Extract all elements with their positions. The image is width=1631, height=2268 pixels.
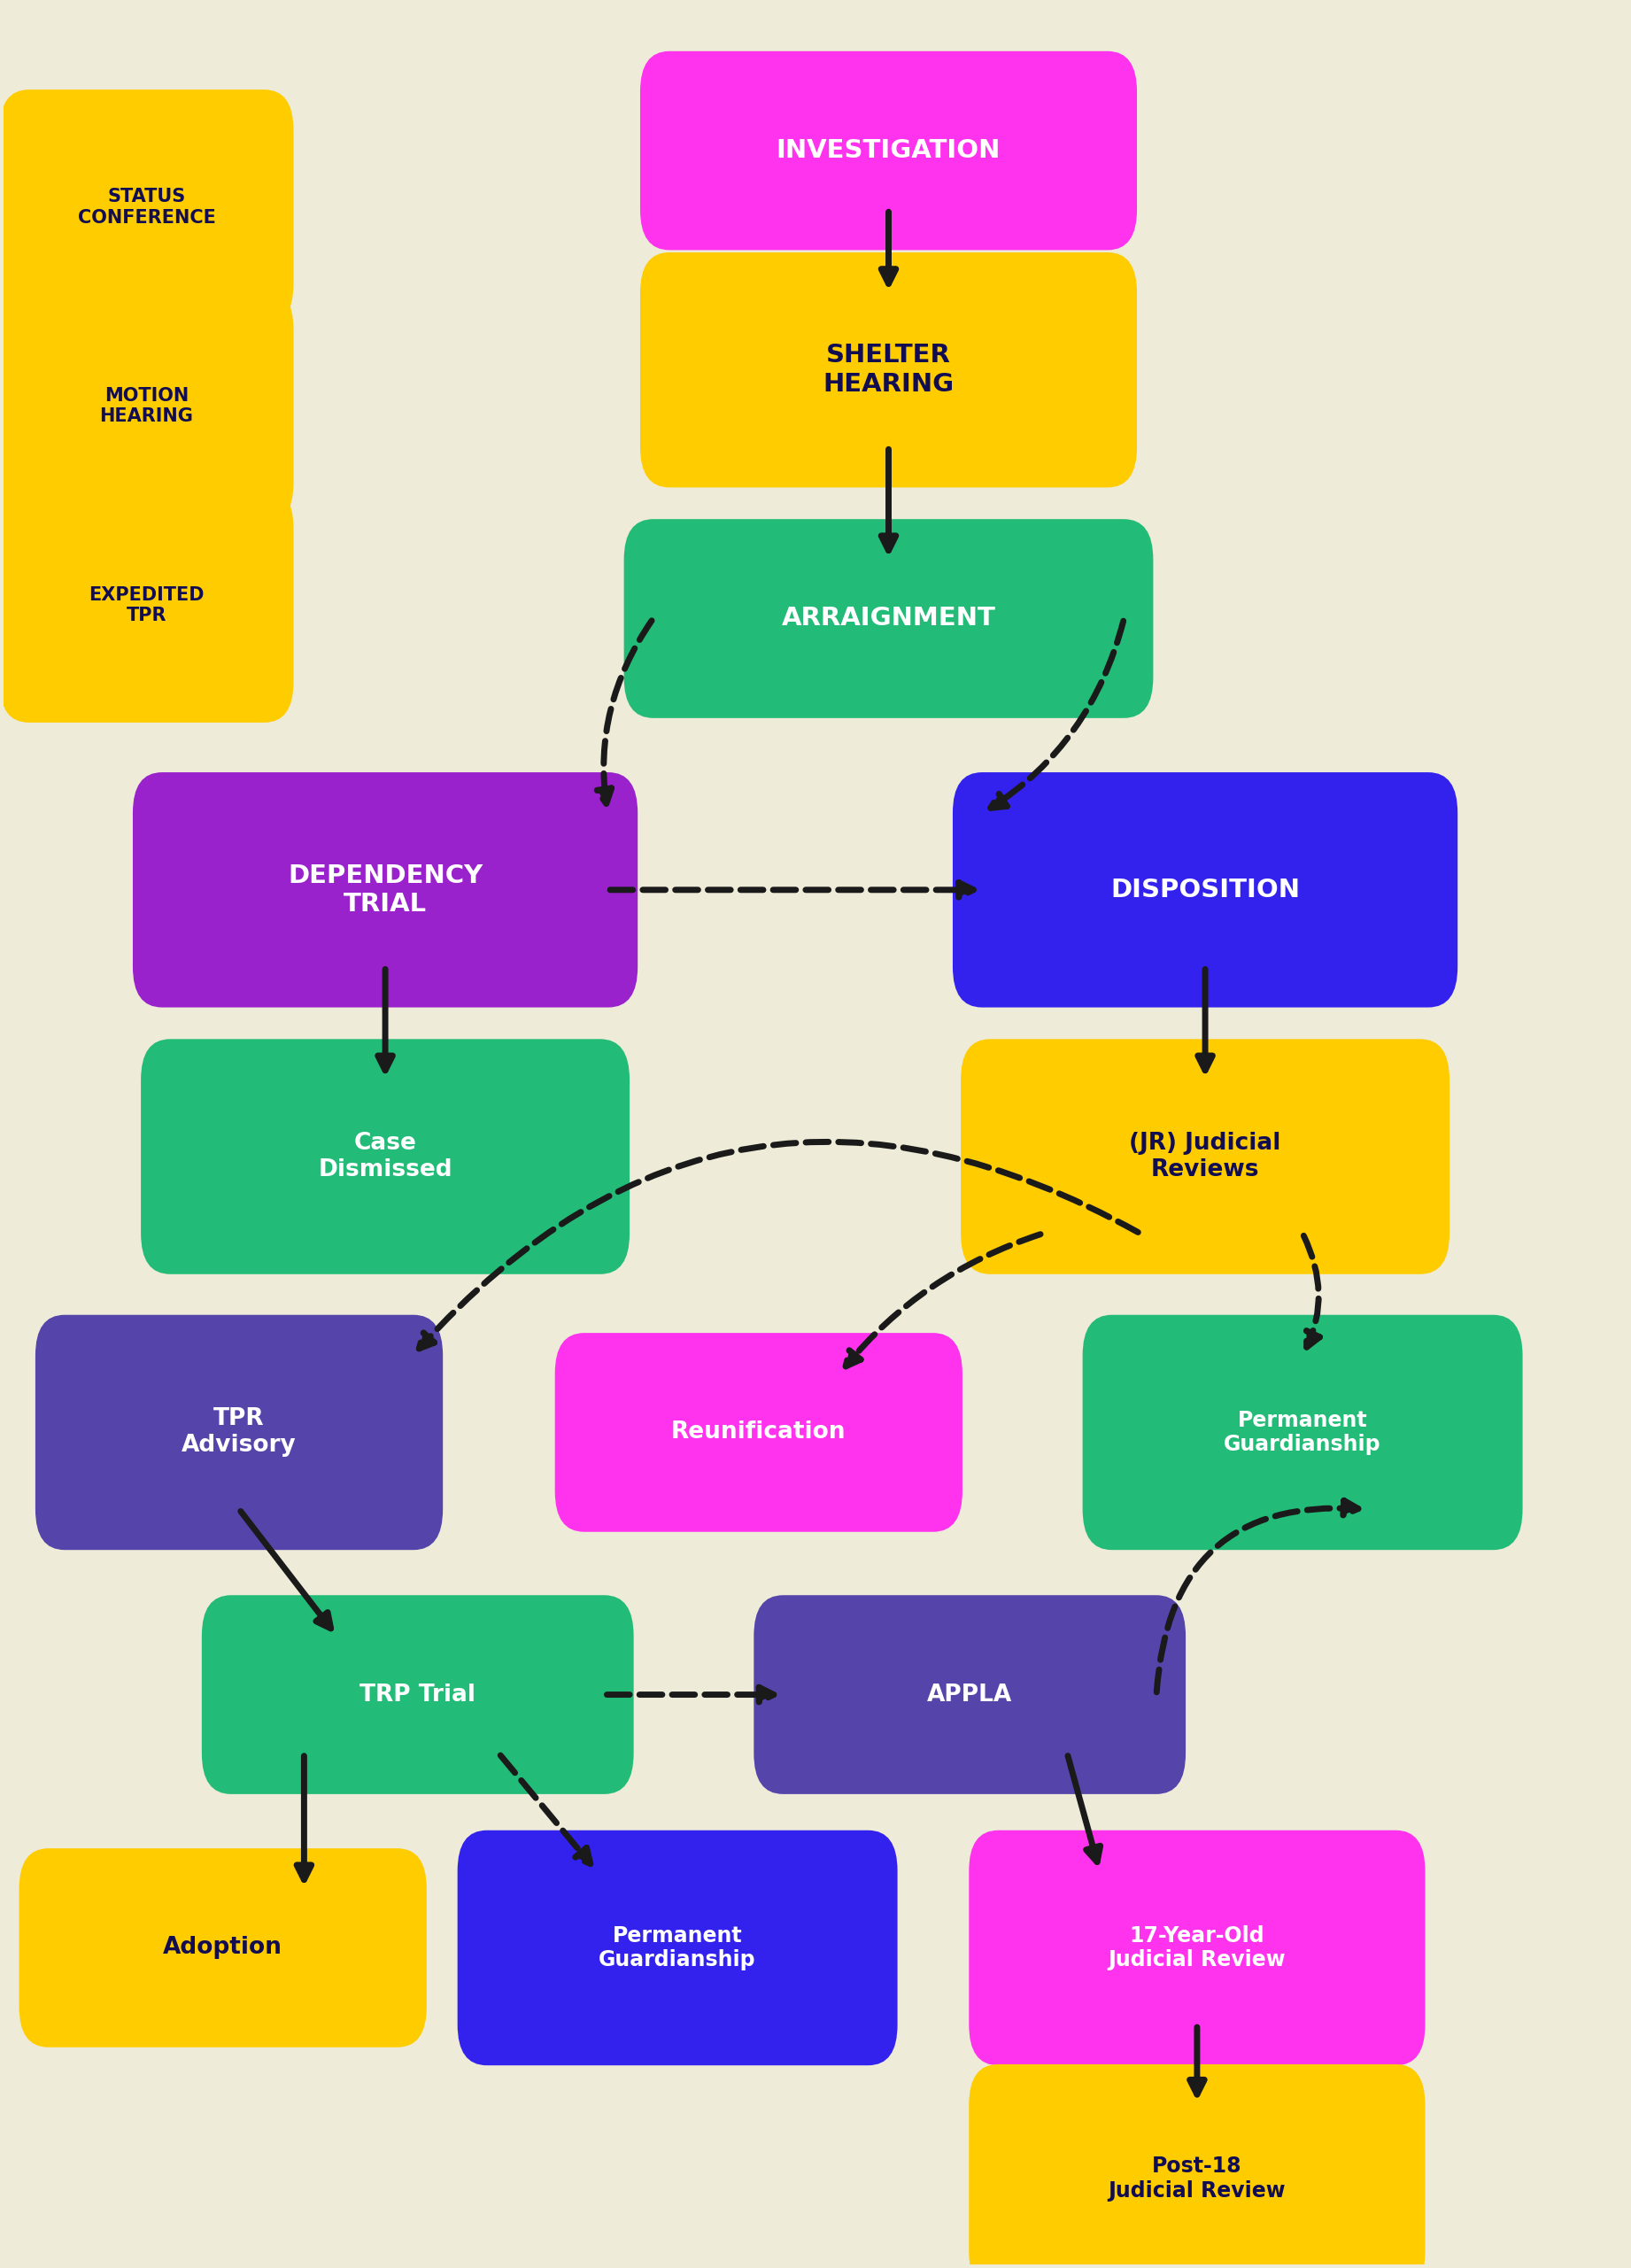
FancyBboxPatch shape xyxy=(961,1039,1450,1275)
Text: ARRAIGNMENT: ARRAIGNMENT xyxy=(781,606,995,631)
Text: Reunification: Reunification xyxy=(672,1420,846,1445)
Text: SHELTER
HEARING: SHELTER HEARING xyxy=(824,342,954,397)
Text: 17-Year-Old
Judicial Review: 17-Year-Old Judicial Review xyxy=(1107,1926,1285,1971)
FancyBboxPatch shape xyxy=(132,773,638,1007)
FancyBboxPatch shape xyxy=(20,1848,427,2048)
Text: EXPEDITED
TPR: EXPEDITED TPR xyxy=(88,585,204,624)
Text: DEPENDENCY
TRIAL: DEPENDENCY TRIAL xyxy=(287,864,483,916)
FancyBboxPatch shape xyxy=(953,773,1458,1007)
Text: Permanent
Guardianship: Permanent Guardianship xyxy=(599,1926,757,1971)
FancyBboxPatch shape xyxy=(0,91,294,324)
Text: TPR
Advisory: TPR Advisory xyxy=(181,1408,297,1458)
FancyBboxPatch shape xyxy=(1083,1315,1523,1549)
FancyBboxPatch shape xyxy=(625,519,1153,719)
Text: Permanent
Guardianship: Permanent Guardianship xyxy=(1223,1408,1381,1456)
Text: (JR) Judicial
Reviews: (JR) Judicial Reviews xyxy=(1129,1132,1280,1182)
FancyBboxPatch shape xyxy=(0,288,294,524)
FancyBboxPatch shape xyxy=(457,1830,897,2066)
FancyBboxPatch shape xyxy=(555,1334,962,1531)
FancyBboxPatch shape xyxy=(639,52,1137,249)
Text: APPLA: APPLA xyxy=(926,1683,1013,1706)
Text: Case
Dismissed: Case Dismissed xyxy=(318,1132,452,1182)
Text: DISPOSITION: DISPOSITION xyxy=(1111,878,1300,903)
FancyBboxPatch shape xyxy=(639,252,1137,488)
Text: TRP Trial: TRP Trial xyxy=(360,1683,476,1706)
Text: STATUS
CONFERENCE: STATUS CONFERENCE xyxy=(78,188,215,227)
FancyBboxPatch shape xyxy=(969,1830,1425,2066)
Text: INVESTIGATION: INVESTIGATION xyxy=(776,138,1001,163)
FancyBboxPatch shape xyxy=(969,2064,1425,2268)
FancyBboxPatch shape xyxy=(36,1315,444,1549)
FancyBboxPatch shape xyxy=(0,488,294,723)
Text: Adoption: Adoption xyxy=(163,1937,282,1960)
FancyBboxPatch shape xyxy=(202,1594,634,1794)
Text: MOTION
HEARING: MOTION HEARING xyxy=(99,388,194,424)
Text: Post-18
Judicial Review: Post-18 Judicial Review xyxy=(1107,2155,1285,2202)
FancyBboxPatch shape xyxy=(754,1594,1186,1794)
FancyBboxPatch shape xyxy=(140,1039,630,1275)
